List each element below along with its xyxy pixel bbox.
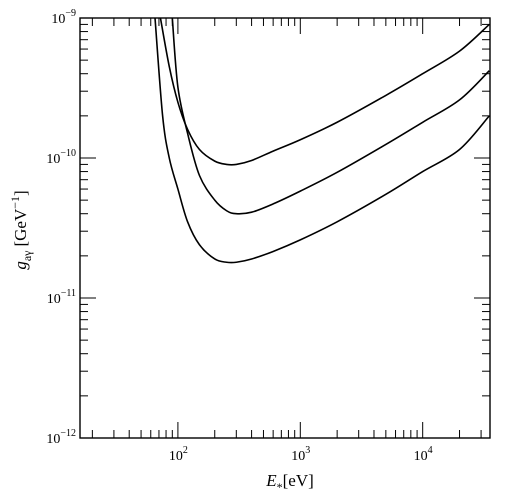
x-tick-label-10000: 104: [414, 445, 433, 464]
x-axis-label: E*[eV]: [265, 471, 314, 494]
plot-frame: [79, 17, 491, 439]
sensitivity-curve-2: [171, 18, 490, 215]
sensitivity-curve-1: [159, 18, 490, 166]
y-tick-label-1e-10: 10−10: [46, 148, 76, 167]
x-tick-label-1000: 103: [291, 445, 310, 464]
y-tick-label-1e-12: 10−12: [46, 428, 76, 447]
y-tick-labels: 10−9 10−10 10−11 10−12: [46, 8, 76, 447]
curves: [154, 18, 490, 264]
y-tick-label-1e-9: 10−9: [51, 8, 76, 27]
y-axis-label: gaγ[GeV−1]: [8, 190, 34, 269]
x-tick-label-100: 102: [169, 445, 188, 464]
x-tick-labels: 102 103 104: [169, 445, 433, 464]
major-ticks: [80, 17, 490, 439]
y-tick-label-1e-11: 10−11: [47, 288, 76, 307]
sensitivity-curve-3: [154, 18, 490, 264]
minor-ticks: [80, 18, 490, 438]
